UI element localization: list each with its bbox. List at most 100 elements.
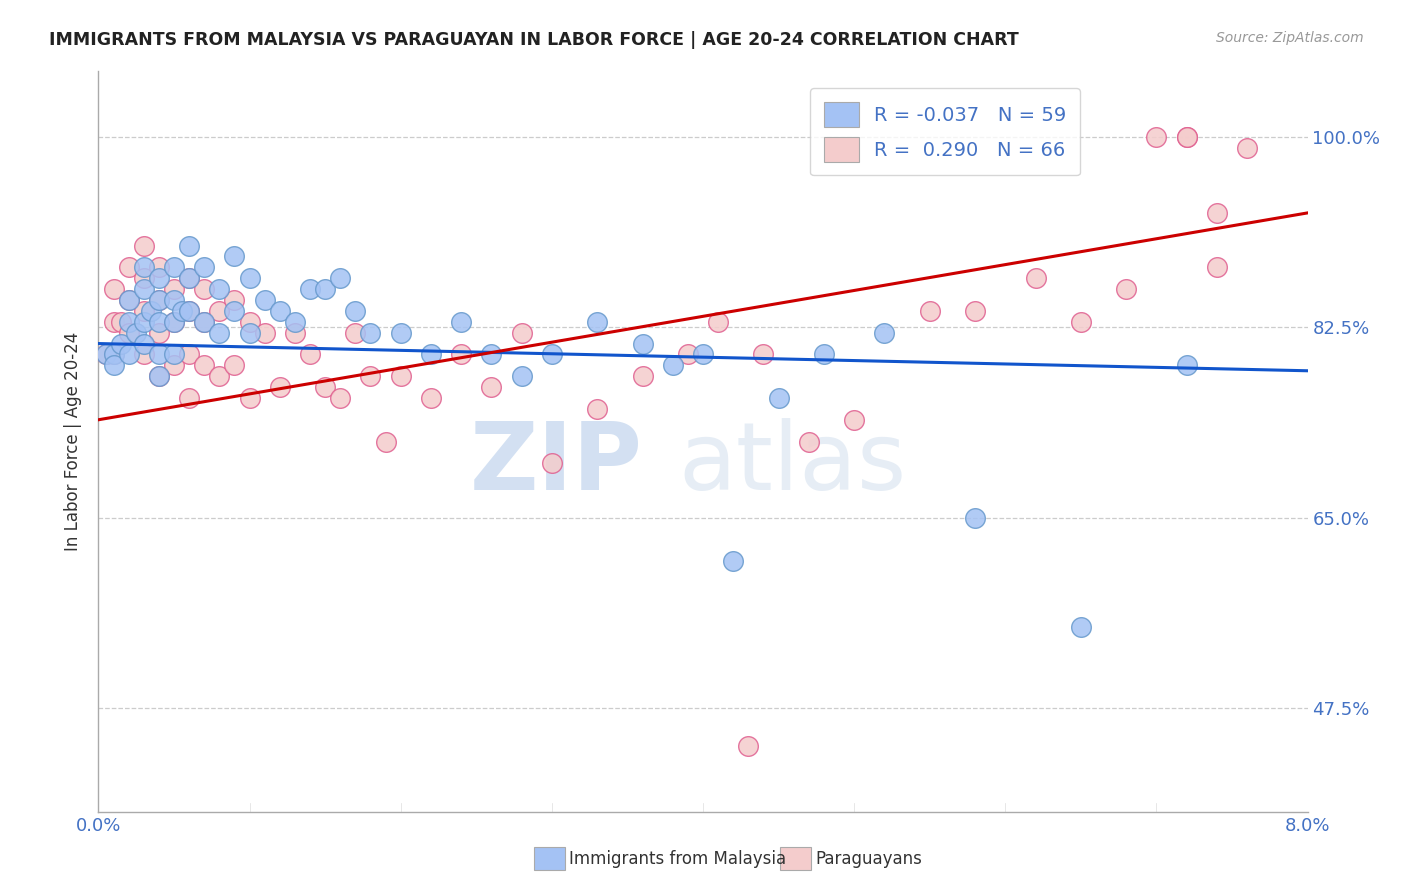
Point: [299, 347, 322, 361]
Point: [661, 359, 683, 373]
Point: [224, 293, 246, 307]
Point: [118, 293, 141, 307]
Point: [510, 369, 533, 384]
Point: [1146, 129, 1168, 144]
Point: [389, 369, 412, 384]
Point: [284, 315, 307, 329]
Point: [118, 293, 141, 307]
Point: [208, 326, 231, 340]
Point: [193, 359, 215, 373]
Point: [103, 282, 125, 296]
Point: [163, 347, 186, 361]
Point: [737, 739, 759, 754]
Point: [179, 304, 201, 318]
Point: [118, 347, 141, 361]
Point: [148, 260, 170, 275]
Point: [269, 380, 291, 394]
Point: [540, 456, 562, 470]
Point: [208, 369, 231, 384]
Point: [1175, 129, 1198, 144]
Point: [103, 359, 125, 373]
Point: [797, 434, 820, 449]
Point: [132, 315, 155, 329]
Point: [1175, 129, 1198, 144]
Point: [193, 282, 215, 296]
Point: [132, 336, 155, 351]
Point: [314, 282, 336, 296]
Point: [344, 326, 367, 340]
Point: [239, 391, 262, 405]
Point: [179, 238, 201, 252]
Text: Source: ZipAtlas.com: Source: ZipAtlas.com: [1216, 31, 1364, 45]
Point: [420, 347, 443, 361]
Point: [103, 315, 125, 329]
Point: [94, 347, 117, 361]
Point: [1175, 359, 1198, 373]
Point: [1206, 260, 1229, 275]
Point: [481, 380, 503, 394]
Point: [148, 369, 170, 384]
Point: [148, 315, 170, 329]
Point: [752, 347, 775, 361]
Text: atlas: atlas: [679, 417, 907, 509]
Point: [360, 369, 382, 384]
Point: [163, 260, 186, 275]
Text: ZIP: ZIP: [470, 417, 643, 509]
Point: [163, 315, 186, 329]
Point: [118, 260, 141, 275]
Point: [965, 304, 987, 318]
Point: [224, 250, 246, 264]
Point: [918, 304, 941, 318]
Point: [163, 315, 186, 329]
Point: [965, 510, 987, 524]
Point: [707, 315, 730, 329]
Point: [481, 347, 503, 361]
Point: [103, 347, 125, 361]
Point: [224, 359, 246, 373]
Point: [329, 391, 352, 405]
Point: [510, 326, 533, 340]
Point: [125, 326, 148, 340]
Text: Immigrants from Malaysia: Immigrants from Malaysia: [569, 850, 786, 868]
Point: [344, 304, 367, 318]
Text: IMMIGRANTS FROM MALAYSIA VS PARAGUAYAN IN LABOR FORCE | AGE 20-24 CORRELATION CH: IMMIGRANTS FROM MALAYSIA VS PARAGUAYAN I…: [49, 31, 1019, 49]
Point: [253, 293, 276, 307]
Point: [284, 326, 307, 340]
Point: [110, 315, 132, 329]
Point: [329, 271, 352, 285]
Point: [193, 315, 215, 329]
Point: [179, 304, 201, 318]
Point: [420, 391, 443, 405]
Point: [1025, 271, 1047, 285]
Text: Paraguayans: Paraguayans: [815, 850, 922, 868]
Point: [193, 260, 215, 275]
Point: [148, 293, 170, 307]
Point: [224, 304, 246, 318]
Y-axis label: In Labor Force | Age 20-24: In Labor Force | Age 20-24: [65, 332, 83, 551]
Point: [299, 282, 322, 296]
Point: [148, 369, 170, 384]
Point: [239, 315, 262, 329]
Point: [179, 271, 201, 285]
Point: [239, 326, 262, 340]
Point: [163, 293, 186, 307]
Point: [103, 347, 125, 361]
Point: [314, 380, 336, 394]
Point: [208, 304, 231, 318]
Legend: R = -0.037   N = 59, R =  0.290   N = 66: R = -0.037 N = 59, R = 0.290 N = 66: [810, 88, 1080, 176]
Point: [94, 347, 117, 361]
Point: [450, 315, 472, 329]
Point: [586, 315, 609, 329]
Point: [676, 347, 699, 361]
Point: [132, 271, 155, 285]
Point: [148, 347, 170, 361]
Point: [170, 304, 193, 318]
Point: [179, 347, 201, 361]
Point: [450, 347, 472, 361]
Point: [360, 326, 382, 340]
Point: [844, 413, 866, 427]
Point: [389, 326, 412, 340]
Point: [132, 238, 155, 252]
Point: [163, 282, 186, 296]
Point: [148, 271, 170, 285]
